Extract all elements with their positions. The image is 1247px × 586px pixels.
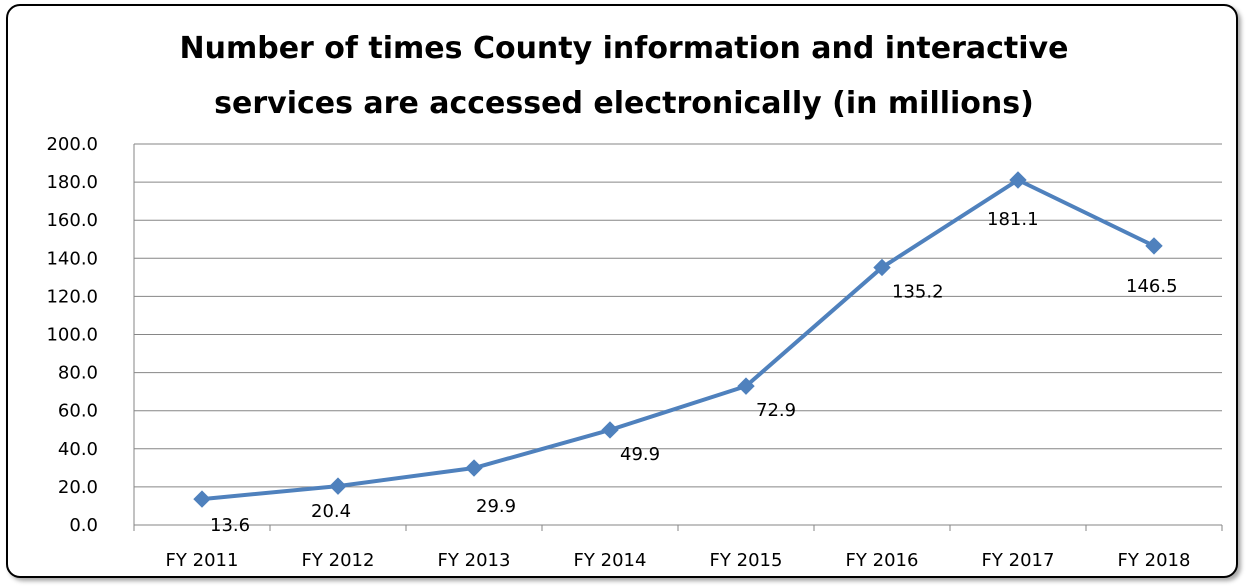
x-tick-label: FY 2015 — [710, 550, 783, 571]
chart-title-line-2: services are accessed electronically (in… — [214, 86, 1034, 121]
data-point-marker — [601, 421, 619, 439]
data-point-marker — [737, 377, 755, 395]
y-tick-label: 0.0 — [69, 515, 98, 536]
data-label: 20.4 — [311, 501, 351, 522]
x-tick-label: FY 2013 — [438, 550, 511, 571]
data-label: 72.9 — [756, 400, 796, 421]
y-tick-label: 40.0 — [58, 439, 98, 460]
y-tick-label: 160.0 — [46, 210, 98, 231]
gridlines — [134, 143, 1222, 488]
chart-title-line-1: Number of times County information and i… — [180, 31, 1069, 66]
data-point-marker — [1009, 171, 1027, 189]
y-tick-label: 100.0 — [46, 325, 98, 346]
y-tick-label: 200.0 — [46, 134, 98, 155]
x-tick-label: FY 2016 — [846, 550, 919, 571]
x-tick-label: FY 2018 — [1118, 550, 1191, 571]
data-point-marker — [329, 477, 347, 495]
data-point-marker — [193, 490, 211, 508]
x-tick-label: FY 2017 — [982, 550, 1055, 571]
y-tick-label: 180.0 — [46, 172, 98, 193]
y-tick-label: 80.0 — [58, 363, 98, 384]
y-tick-label: 140.0 — [46, 248, 98, 269]
data-point-marker — [873, 258, 891, 277]
y-tick-label: 120.0 — [46, 286, 98, 307]
data-label: 181.1 — [987, 209, 1039, 230]
data-label: 146.5 — [1126, 276, 1178, 297]
x-tick-label: FY 2011 — [166, 550, 239, 571]
chart-frame — [6, 4, 1238, 578]
y-tick-label: 60.0 — [58, 401, 98, 422]
series-line — [201, 178, 1155, 502]
data-point-marker — [465, 459, 483, 477]
data-point-marker — [1145, 237, 1163, 255]
series-layer — [193, 171, 1163, 508]
axes: 0.0 20.0 40.0 60.0 80.0 100.0 120.0 140.0 160.0 1… — [46, 134, 1223, 571]
y-tick-label: 20.0 — [58, 477, 98, 498]
data-label: 13.6 — [210, 515, 250, 536]
data-label: 49.9 — [620, 444, 660, 465]
data-label: 135.2 — [892, 281, 944, 302]
data-label: 29.9 — [476, 496, 516, 517]
data-labels: 13.6 20.4 29.9 49.9 72.9 135.2 181.1 146.5 — [210, 209, 1178, 536]
x-tick-label: FY 2012 — [302, 550, 375, 571]
x-tick-label: FY 2014 — [574, 550, 647, 571]
